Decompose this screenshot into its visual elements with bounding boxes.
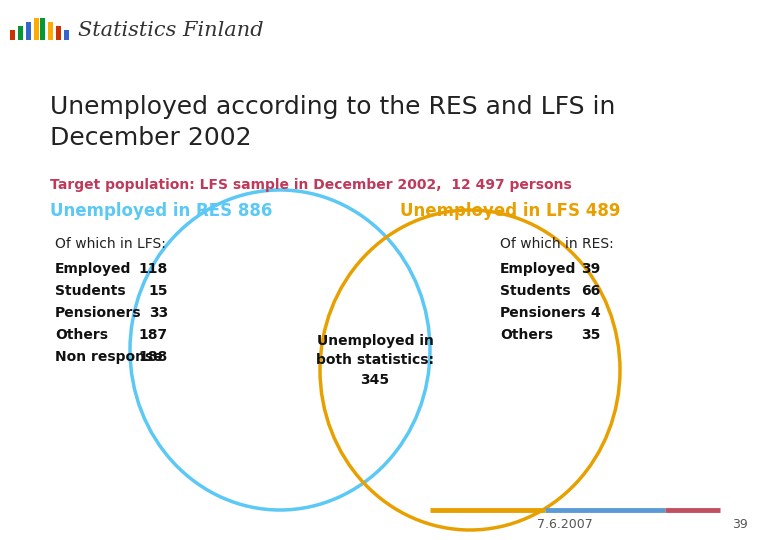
Bar [64, 30, 69, 40]
Text: 35: 35 [580, 328, 600, 342]
Text: Employed: Employed [55, 262, 131, 276]
Text: Target population: LFS sample in December 2002,  12 497 persons: Target population: LFS sample in Decembe… [50, 178, 572, 192]
Text: Pensioners: Pensioners [55, 306, 142, 320]
Bar [10, 30, 15, 40]
Text: Unemployed in LFS 489: Unemployed in LFS 489 [400, 202, 621, 220]
Text: 15: 15 [148, 284, 168, 298]
Text: Unemployed in RES 886: Unemployed in RES 886 [50, 202, 272, 220]
Text: Unemployed according to the RES and LFS in
December 2002: Unemployed according to the RES and LFS … [50, 95, 615, 150]
Text: 39: 39 [581, 262, 600, 276]
Text: 66: 66 [581, 284, 600, 298]
Text: 118: 118 [139, 262, 168, 276]
Bar [18, 26, 23, 40]
Text: Statistics Finland: Statistics Finland [78, 21, 264, 39]
Text: Unemployed in
both statistics:
345: Unemployed in both statistics: 345 [316, 334, 434, 387]
Text: Others: Others [500, 328, 553, 342]
Bar [34, 18, 39, 40]
Bar [56, 26, 61, 40]
Bar [40, 18, 45, 40]
Text: Non response: Non response [55, 350, 163, 364]
Text: Pensioners: Pensioners [500, 306, 587, 320]
Text: 4: 4 [590, 306, 600, 320]
Text: 7.6.2007: 7.6.2007 [537, 518, 593, 531]
Bar [48, 22, 53, 40]
Text: Of which in RES:: Of which in RES: [500, 237, 614, 251]
Text: Others: Others [55, 328, 108, 342]
Text: 39: 39 [732, 518, 748, 531]
Text: 188: 188 [139, 350, 168, 364]
Text: Of which in LFS:: Of which in LFS: [55, 237, 166, 251]
Text: 187: 187 [139, 328, 168, 342]
Bar [26, 22, 31, 40]
Text: Students: Students [55, 284, 126, 298]
Text: Students: Students [500, 284, 571, 298]
Text: 33: 33 [149, 306, 168, 320]
Text: Employed: Employed [500, 262, 576, 276]
